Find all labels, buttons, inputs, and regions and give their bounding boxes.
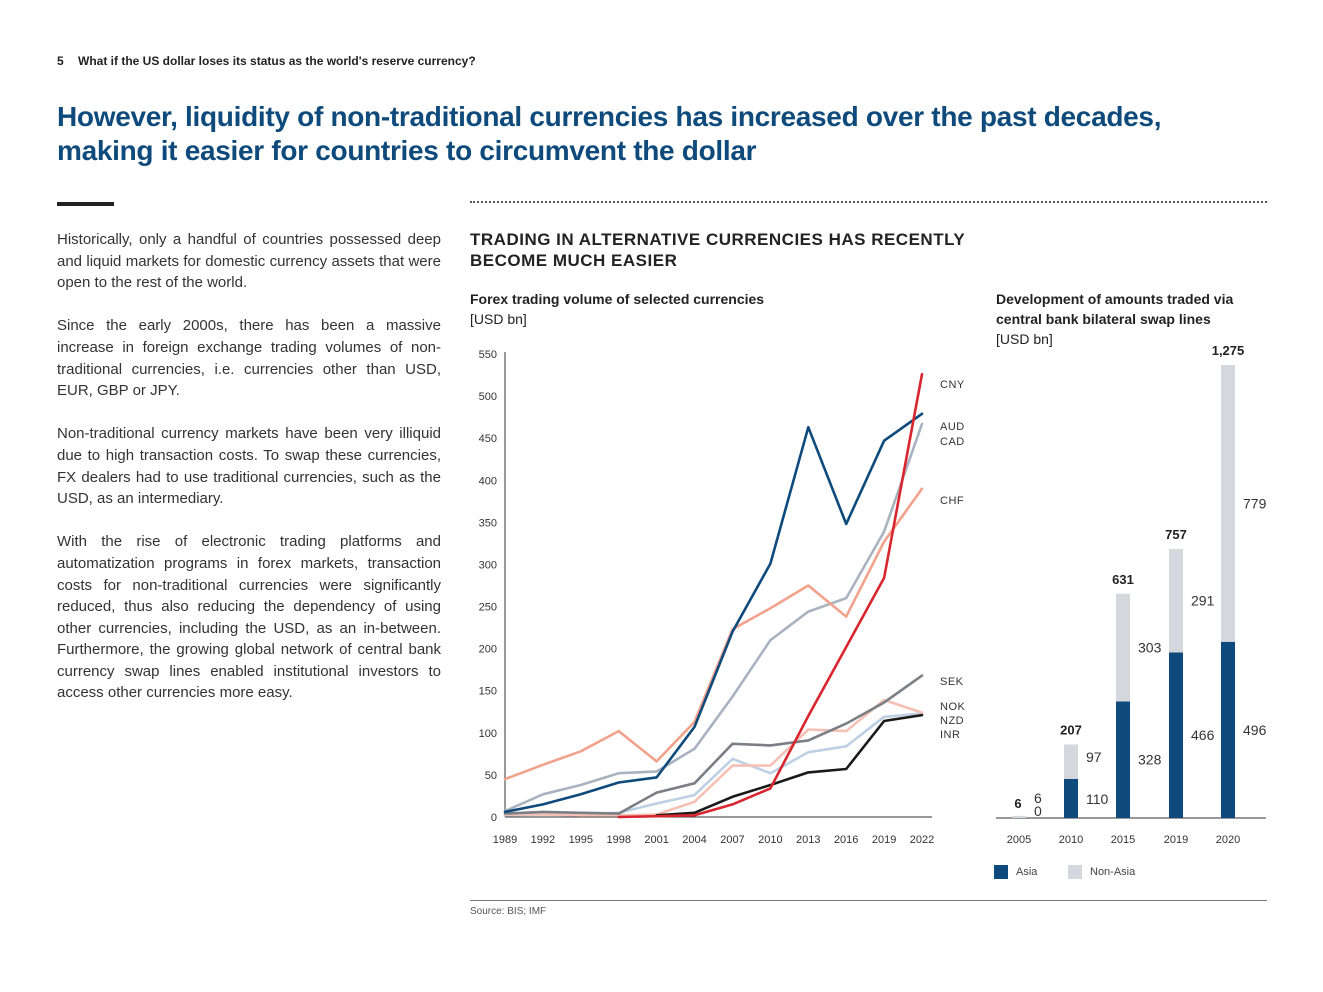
series-line-chf [503,487,924,781]
legend-label-non-asia: Non-Asia [1090,865,1136,878]
source-note: Source: BIS; IMF [470,906,547,917]
y-tick-label-100: 100 [479,728,497,740]
body-paragraph-1: Historically, only a handful of countrie… [57,231,441,292]
series-line-inr [655,713,924,817]
bar-non-asia-2020 [1221,365,1235,642]
bar-non-asia-2010 [1064,744,1078,779]
series-line-cny [617,372,924,819]
dotted-divider [470,201,1267,203]
bar-asia-value-2020: 496 [1243,722,1267,738]
bar-non-asia-value-2015: 303 [1138,640,1162,656]
y-tick-label-150: 150 [479,686,497,698]
legend-item-non-asia: Non-Asia [1068,865,1135,879]
series-line-sek [503,674,924,815]
line-chart-subtitle-text: Forex trading volume of selected currenc… [470,291,765,307]
y-tick-label-200: 200 [479,644,497,656]
series-line-cad [503,422,924,813]
y-tick-label-500: 500 [479,391,497,403]
x-tick-label-1992: 1992 [531,834,555,846]
chart-section-title: Trading in alternative currencies has re… [470,230,965,270]
x-tick-label-2019: 2019 [872,834,896,846]
bar-category-label-2019: 2019 [1164,834,1188,846]
bar-asia-value-2015: 328 [1138,752,1162,768]
bar-asia-value-2010: 110 [1086,791,1109,807]
bar-non-asia-2019 [1169,549,1183,653]
bar-non-asia-value-2005: 6 [1034,790,1042,806]
bar-chart-unit: [USD bn] [996,331,1053,347]
x-tick-label-2013: 2013 [796,834,820,846]
bar-non-asia-2015 [1116,593,1130,702]
y-tick-label-450: 450 [479,433,497,445]
bar-total-label-2019: 757 [1165,527,1187,542]
bar-asia-value-2005: 0 [1034,803,1042,819]
body-paragraph-2: Since the early 2000s, there has been a … [57,317,441,400]
legend-swatch-non-asia [1068,865,1082,879]
series-label-cny: CNY [940,379,965,391]
bar-asia-2020 [1221,641,1235,818]
series-label-nzd: NZD [940,715,964,727]
bar-non-asia-value-2010: 97 [1086,749,1102,765]
x-tick-label-1995: 1995 [569,834,593,846]
bar-non-asia-value-2020: 779 [1243,495,1267,511]
body-text: Historically, only a handful of countrie… [57,229,441,726]
x-tick-label-2001: 2001 [644,834,668,846]
bar-category-label-2015: 2015 [1111,834,1135,846]
x-tick-label-1989: 1989 [493,834,517,846]
bar-non-asia-2005 [1012,815,1026,818]
y-tick-label-250: 250 [479,602,497,614]
bar-category-label-2020: 2020 [1216,834,1240,846]
series-label-chf: CHF [940,495,964,507]
legend-swatch-asia [994,865,1008,879]
series-label-inr: INR [940,729,960,741]
accent-bar [57,202,114,206]
bar-asia-2010 [1064,778,1078,818]
bar-asia-2019 [1169,652,1183,818]
y-tick-label-0: 0 [491,812,497,824]
x-tick-label-2007: 2007 [720,834,744,846]
page-headline: However, liquidity of non-traditional cu… [57,101,1162,166]
bar-chart-subtitle-text: Development of amounts traded via centra… [996,291,1234,327]
y-tick-label-50: 50 [485,770,497,782]
series-label-nok: NOK [940,701,966,713]
y-tick-label-400: 400 [479,475,497,487]
running-header: What if the US dollar loses its status a… [78,54,476,68]
bar-total-label-2005: 6 [1014,796,1021,811]
x-tick-label-1998: 1998 [606,834,630,846]
series-label-cad: CAD [940,436,965,448]
series-label-sek: SEK [940,676,964,688]
source-divider [470,900,1267,901]
series-label-aud: AUD [940,421,965,433]
x-tick-label-2022: 2022 [910,834,934,846]
bar-non-asia-value-2019: 291 [1191,593,1215,609]
y-tick-label-350: 350 [479,517,497,529]
legend-item-asia: Asia [994,865,1037,879]
series-line-aud [503,412,924,814]
y-tick-label-550: 550 [479,349,497,361]
x-tick-label-2016: 2016 [834,834,858,846]
bar-asia-2015 [1116,701,1130,818]
y-tick-label-300: 300 [479,559,497,571]
line-chart-subtitle: Forex trading volume of selected currenc… [470,289,770,329]
bar-chart-subtitle: Development of amounts traded via centra… [996,289,1276,349]
x-tick-label-2010: 2010 [758,834,782,846]
bar-asia-value-2019: 466 [1191,727,1215,743]
body-paragraph-3: Non-traditional currency markets have be… [57,425,441,508]
body-paragraph-4: With the rise of electronic trading plat… [57,533,441,702]
bar-category-label-2010: 2010 [1059,834,1083,846]
x-tick-label-2004: 2004 [682,834,706,846]
bar-total-label-2020: 1,275 [1212,343,1245,358]
page-number: 5 [57,54,64,68]
line-chart-unit: [USD bn] [470,311,527,327]
bar-category-label-2005: 2005 [1007,834,1031,846]
bar-total-label-2015: 631 [1112,572,1134,587]
series-line-nok [503,698,924,817]
legend-label-asia: Asia [1016,865,1038,878]
bar-total-label-2010: 207 [1060,722,1082,737]
